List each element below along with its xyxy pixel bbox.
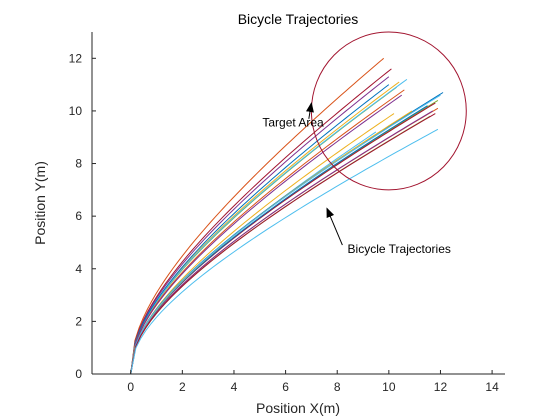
trajectory-line-19 bbox=[130, 94, 441, 374]
trajectory-line-20 bbox=[130, 110, 433, 374]
x-tick-label: 12 bbox=[434, 380, 448, 394]
annotation-text-2: Bicycle Trajectories bbox=[348, 242, 451, 256]
trajectory-line-8 bbox=[130, 89, 405, 374]
y-tick-label: 12 bbox=[69, 51, 83, 65]
x-tick-label: 0 bbox=[127, 380, 134, 394]
annotation-layer: Target Area Bicycle Trajectories bbox=[262, 102, 451, 256]
trajectory-line-2 bbox=[130, 68, 392, 374]
trajectory-line-21 bbox=[130, 113, 436, 374]
trajectory-line-16 bbox=[130, 105, 428, 374]
x-tick-label: 2 bbox=[179, 380, 186, 394]
y-tick-label: 6 bbox=[75, 209, 82, 223]
x-axis-label: Position X(m) bbox=[256, 400, 340, 416]
trajectory-line-3 bbox=[130, 76, 390, 374]
y-tick-label: 4 bbox=[75, 262, 82, 276]
y-tick-label: 2 bbox=[75, 314, 82, 328]
x-tick-label: 4 bbox=[231, 380, 238, 394]
trajectory-line-6 bbox=[130, 78, 408, 374]
x-tick-label: 10 bbox=[382, 380, 396, 394]
y-tick-label: 0 bbox=[75, 367, 82, 381]
trajectory-line-11 bbox=[130, 113, 395, 374]
annotation-text-1: Target Area bbox=[262, 116, 324, 130]
annotation-arrow-2 bbox=[326, 207, 343, 246]
ticks-layer: 0 2 4 6 8 10 12 14 0 2 4 6 8 10 12 bbox=[69, 51, 499, 394]
y-tick-label: 10 bbox=[69, 104, 83, 118]
y-tick-label: 8 bbox=[75, 157, 82, 171]
axes-layer bbox=[91, 32, 505, 375]
y-axis-label: Position Y(m) bbox=[32, 161, 48, 245]
trajectory-line-22 bbox=[130, 128, 439, 374]
trajectory-line-9 bbox=[130, 94, 403, 374]
series-layer bbox=[130, 57, 444, 374]
x-tick-label: 14 bbox=[485, 380, 499, 394]
annotation-arrow-1 bbox=[306, 102, 314, 119]
x-tick-label: 8 bbox=[334, 380, 341, 394]
chart-title: Bicycle Trajectories bbox=[238, 11, 359, 27]
trajectory-line-1 bbox=[130, 57, 385, 374]
trajectory-line-7 bbox=[130, 84, 390, 374]
x-tick-label: 6 bbox=[282, 380, 289, 394]
